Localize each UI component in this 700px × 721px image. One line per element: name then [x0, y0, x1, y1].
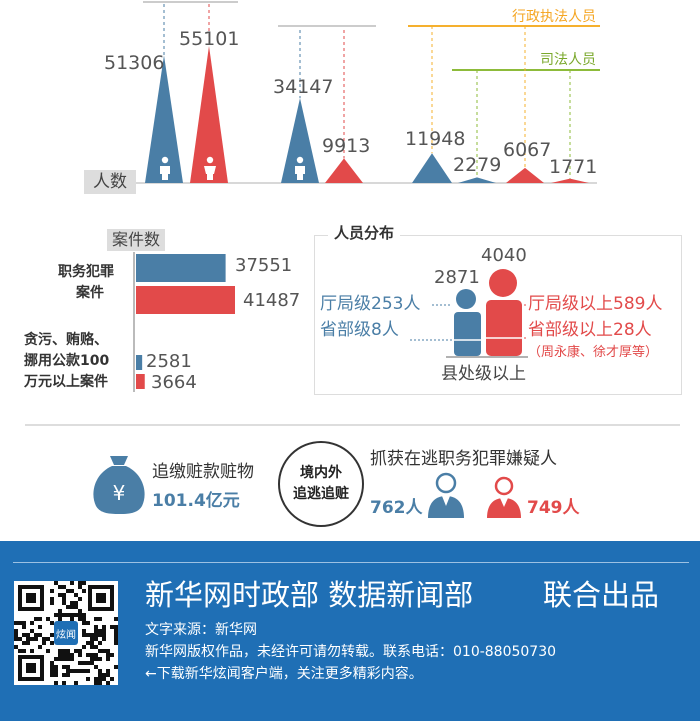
peak	[458, 177, 496, 183]
qr-center-text: 炫闻	[56, 628, 76, 641]
bar	[136, 374, 145, 389]
peak	[281, 98, 319, 183]
right-sheng-label: 省部级以上28人	[528, 320, 652, 340]
circle-line1: 境内外	[300, 465, 342, 481]
peak	[190, 46, 228, 183]
person-icon	[295, 156, 305, 180]
data-label: 34147	[273, 76, 334, 98]
bar	[136, 355, 143, 370]
person-icon	[204, 156, 216, 180]
staff-distribution-box	[314, 235, 682, 395]
category-label: 案件	[76, 285, 104, 301]
svg-text:¥: ¥	[113, 481, 126, 505]
footer-copyright: 新华网版权作品，未经许可请勿转载。联系电话：010-88050730	[145, 644, 557, 660]
peak	[145, 55, 183, 184]
circle-line2: 追逃追赃	[293, 486, 349, 502]
legend-green-label: 司法人员	[540, 52, 596, 68]
left-sheng-label: 省部级8人	[320, 320, 399, 340]
left-total: 2871	[434, 267, 480, 288]
suited-person-icon-red	[487, 476, 521, 518]
data-label: 9913	[322, 135, 371, 157]
money-bag-icon: ¥	[93, 456, 145, 514]
footer-headline: 新华网时政部 数据新闻部	[145, 578, 474, 612]
y-axis-label: 人数	[84, 170, 136, 194]
recovery-circle	[278, 441, 364, 527]
fugitive-right-value: 749人	[527, 498, 580, 518]
bar-label: 37551	[235, 255, 293, 276]
category-label: 职务犯罪	[58, 264, 114, 280]
footer-source: 文字来源：新华网	[145, 622, 257, 638]
people-area-chart	[88, 1, 600, 184]
right-note: （周永康、徐才厚等）	[528, 345, 659, 360]
footer-top-rule	[13, 562, 689, 563]
data-label: 1771	[549, 156, 598, 178]
person-icon	[160, 156, 170, 180]
section-divider	[25, 424, 680, 426]
fugitive-left-value: 762人	[370, 498, 423, 518]
bar-label: 41487	[243, 290, 301, 311]
person-icon-red	[486, 269, 522, 356]
suited-person-icon-blue	[428, 472, 464, 518]
data-label: 55101	[179, 28, 240, 50]
bar	[136, 254, 226, 282]
data-label: 11948	[405, 128, 466, 150]
footer-download[interactable]: ←下载新华炫闻客户端，关注更多精彩内容。	[145, 666, 423, 682]
category-label: 挪用公款100	[24, 353, 110, 369]
data-label: 51306	[104, 52, 165, 74]
cases-axis	[133, 252, 135, 392]
qr-code[interactable]: 炫闻	[14, 581, 118, 685]
staff-title: 人员分布	[328, 226, 401, 241]
footer: 炫闻 新华网时政部 数据新闻部 联合出品 文字来源：新华网 新华网版权作品，未经…	[0, 541, 700, 721]
bar-label: 3664	[151, 372, 197, 393]
bar	[136, 286, 235, 314]
peak	[551, 178, 589, 183]
category-label: 贪污、贿赂、	[24, 332, 108, 348]
peak	[506, 167, 544, 183]
peak	[325, 158, 363, 183]
left-ting-label: 厅局级253人	[320, 294, 421, 314]
data-label: 6067	[503, 139, 552, 161]
peak	[412, 153, 452, 183]
stolen-label: 追缴赃款赃物	[152, 462, 254, 482]
data-label: 2279	[453, 154, 502, 176]
stolen-value: 101.4亿元	[152, 491, 240, 511]
person-icon-blue	[454, 289, 481, 356]
right-ting-label: 厅局级以上589人	[528, 294, 663, 314]
category-label: 万元以上案件	[24, 374, 108, 390]
bar-label: 2581	[146, 351, 192, 372]
fugitive-label: 抓获在逃职务犯罪嫌疑人	[370, 449, 557, 469]
footer-joint: 联合出品	[543, 578, 660, 612]
right-total: 4040	[481, 245, 527, 266]
legend-orange-label: 行政执法人员	[512, 9, 596, 25]
staff-bottom-label: 县处级以上	[441, 364, 526, 384]
cases-header: 案件数	[107, 229, 165, 251]
